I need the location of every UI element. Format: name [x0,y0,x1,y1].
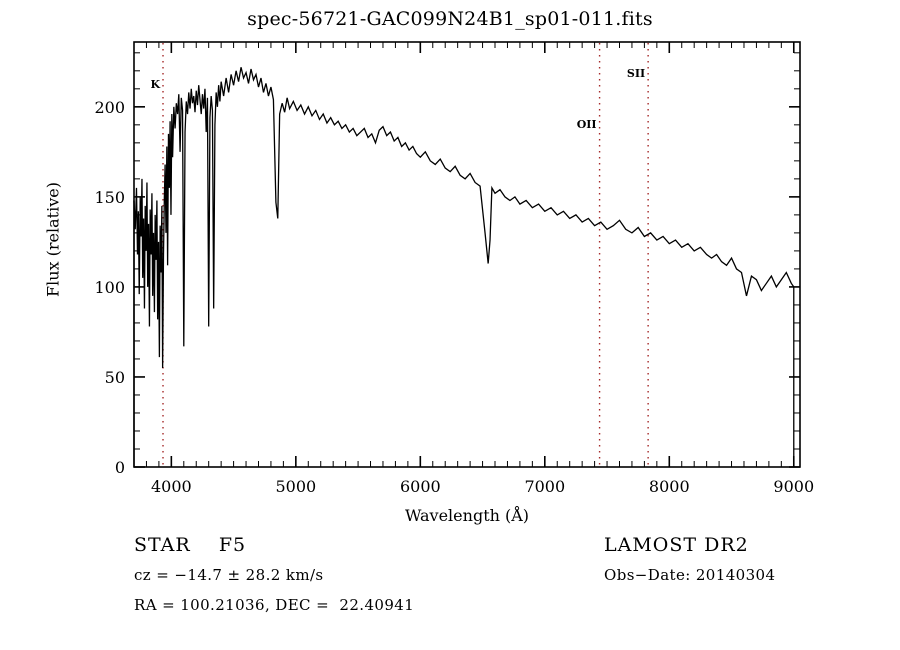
x-tick-label: 4000 [151,477,192,496]
spectral-line-label: K [150,78,160,92]
x-tick-label: 8000 [649,477,690,496]
footer-right-column: LAMOST DR2 Obs−Date: 20140304 [604,530,894,590]
y-axis-title: Flux (relative) [43,182,63,297]
x-tick-label: 5000 [275,477,316,496]
spectral-line-label: OII [576,117,597,131]
chart-axes [133,41,801,468]
footer-info: STAR F5 cz = −14.7 ± 28.2 km/s RA = 100.… [0,530,900,650]
page-title: spec-56721-GAC099N24B1_sp01-011.fits [247,8,653,30]
survey-name-text: LAMOST DR2 [604,534,749,556]
footer-left-column: STAR F5 cz = −14.7 ± 28.2 km/s RA = 100.… [134,530,554,620]
obs-date-text: Obs−Date: 20140304 [604,566,776,584]
y-tick-label: 200 [94,98,125,117]
spectral-line-label: SII [626,67,646,81]
axis-tick-labels: 4000 5000 6000 7000 8000 9000 0 50 100 150 200 [94,98,814,496]
spectral-line-markers [162,43,649,466]
coordinates-text: RA = 100.21036, DEC = 22.40941 [134,596,415,614]
y-tick-label: 150 [94,188,125,207]
redshift-text: cz = −14.7 ± 28.2 km/s [134,566,324,584]
y-tick-label: 100 [94,278,125,297]
y-tick-label: 0 [115,458,125,477]
object-class-text: STAR F5 [134,534,247,556]
x-tick-label: 6000 [400,477,441,496]
x-axis-title: Wavelength (Å) [404,506,530,525]
spectrum-trace [133,67,795,467]
x-tick-label: 7000 [524,477,565,496]
x-tick-label: 9000 [773,477,814,496]
y-tick-label: 50 [105,368,125,387]
